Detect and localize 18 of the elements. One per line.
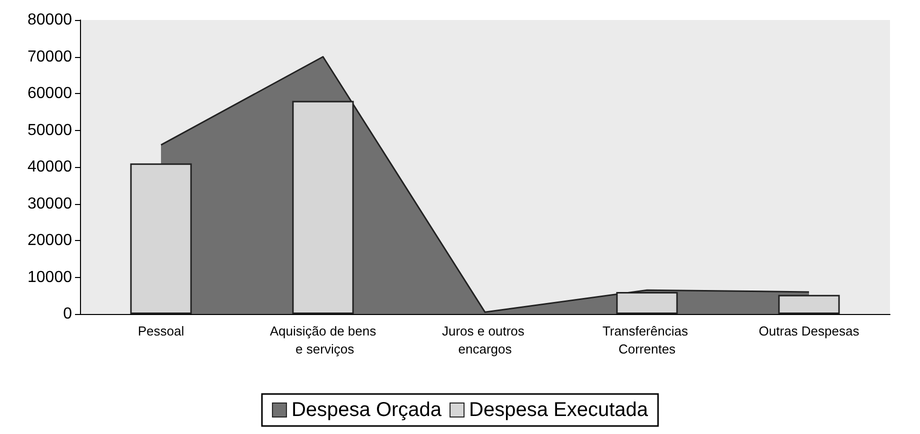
y-tick-label: 40000	[28, 158, 72, 176]
legend-label: Despesa Orçada	[291, 399, 442, 421]
y-tick-label: 10000	[28, 268, 72, 286]
y-tick-label: 20000	[28, 232, 72, 249]
y-tick-label: 0	[63, 306, 72, 322]
x-tick-label: Juros e outros encargos	[442, 324, 528, 356]
x-tick-label: Transferências Correntes	[602, 324, 692, 356]
y-tick-label: 30000	[28, 195, 72, 212]
y-tick-label: 50000	[28, 122, 72, 139]
legend-label: Despesa Executada	[469, 399, 649, 421]
x-tick-label: Pessoal	[138, 324, 184, 338]
x-tick-label: Outras Despesas	[758, 324, 860, 338]
bar	[778, 294, 840, 314]
y-tick-label: 80000	[28, 12, 72, 28]
y-tick-label: 70000	[28, 48, 72, 66]
bar	[130, 163, 192, 314]
x-tick-label: Aquisição de bens e serviços	[270, 324, 377, 356]
y-tick-label: 60000	[28, 85, 72, 102]
